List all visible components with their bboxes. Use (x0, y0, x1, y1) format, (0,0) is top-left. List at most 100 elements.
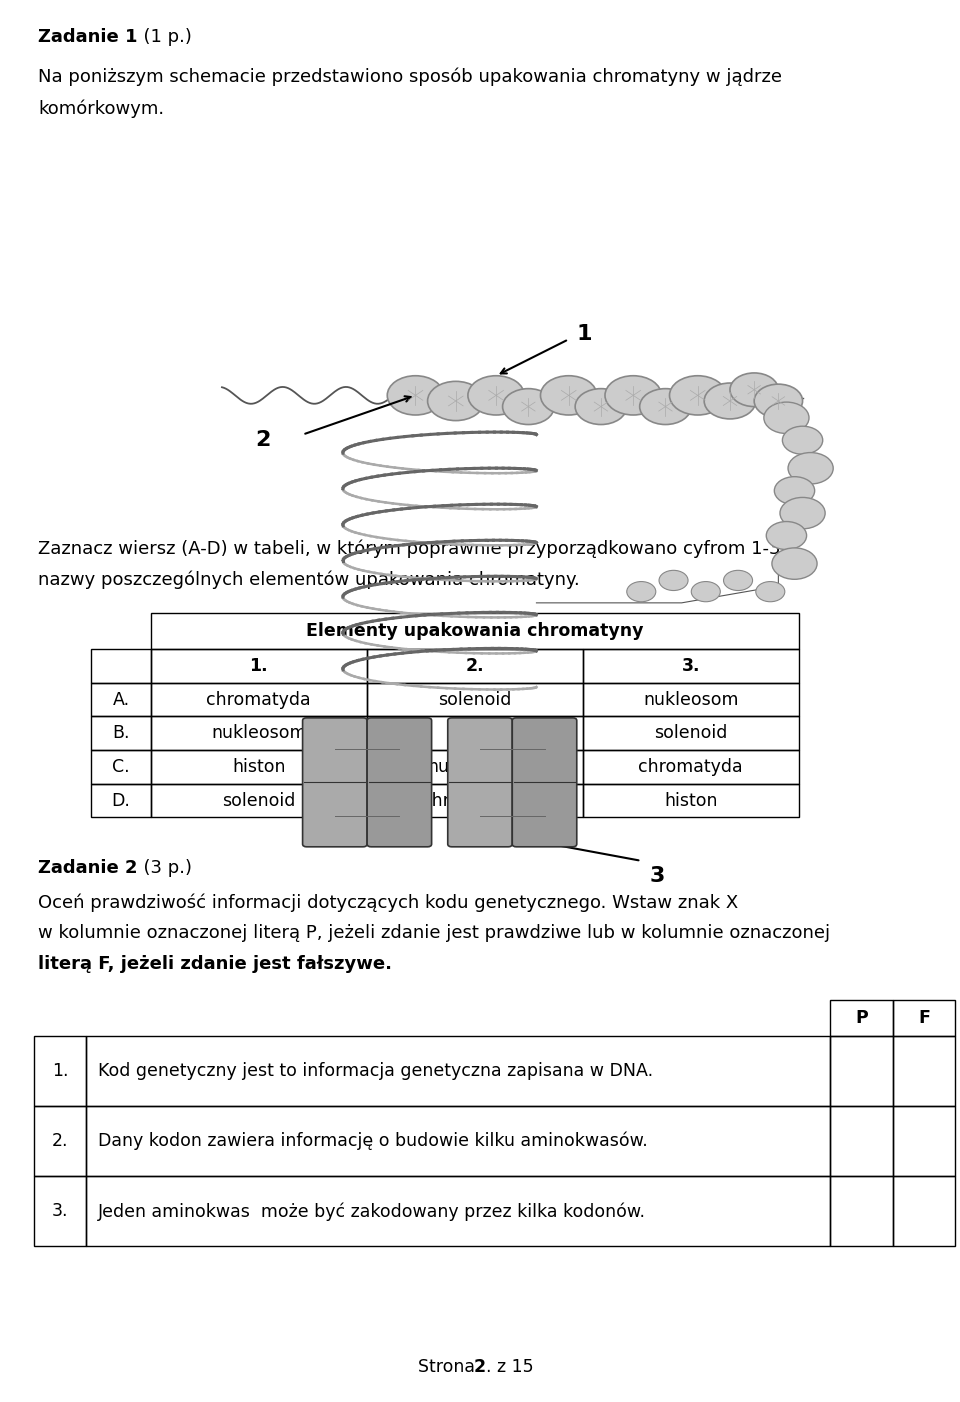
Text: literą F, jeżeli zdanie jest fałszywe.: literą F, jeżeli zdanie jest fałszywe. (38, 955, 393, 973)
Bar (583, 649, 799, 683)
Text: F: F (918, 1009, 930, 1026)
FancyBboxPatch shape (367, 718, 432, 847)
Circle shape (730, 373, 779, 407)
Text: 2.: 2. (52, 1133, 68, 1150)
Text: 1: 1 (577, 324, 592, 343)
Text: chromatyda: chromatyda (638, 758, 743, 775)
Circle shape (503, 388, 554, 425)
Bar (91, 784, 151, 817)
Bar (830, 1036, 893, 1106)
Text: w kolumnie oznaczonej literą P, jeżeli zdanie jest prawdziwe lub w kolumnie ozna: w kolumnie oznaczonej literą P, jeżeli z… (38, 924, 830, 942)
Circle shape (788, 453, 833, 484)
Circle shape (691, 582, 720, 601)
Text: nukleosom: nukleosom (427, 758, 522, 775)
Text: Strona: Strona (418, 1359, 480, 1375)
Bar (151, 716, 367, 750)
Text: . (3 p.): . (3 p.) (132, 859, 192, 878)
Circle shape (724, 571, 753, 590)
Bar (151, 613, 799, 649)
Text: . (1 p.): . (1 p.) (132, 28, 192, 46)
Text: chromatyda: chromatyda (206, 691, 311, 708)
Text: nazwy poszczególnych elementów upakowania chromatyny.: nazwy poszczególnych elementów upakowani… (38, 571, 580, 589)
Text: Jeden aminokwas  może być zakodowany przez kilka kodonów.: Jeden aminokwas może być zakodowany prze… (98, 1202, 646, 1221)
Bar (34, 1036, 86, 1106)
Text: solenoid: solenoid (654, 725, 728, 742)
Bar (893, 1176, 955, 1246)
Circle shape (780, 498, 826, 529)
Circle shape (772, 548, 817, 579)
Bar (830, 1106, 893, 1176)
Text: Zaznacz wiersz (A-D) w tabeli, w którym poprawnie przyporządkowano cyfrom 1-3: Zaznacz wiersz (A-D) w tabeli, w którym … (38, 540, 780, 558)
Circle shape (669, 376, 726, 415)
Bar (583, 784, 799, 817)
Bar (151, 784, 367, 817)
Bar (91, 649, 151, 683)
Bar (830, 1000, 893, 1036)
Circle shape (775, 477, 815, 505)
Circle shape (756, 582, 785, 601)
Circle shape (575, 388, 627, 425)
Bar (367, 649, 583, 683)
Text: P: P (855, 1009, 868, 1026)
Circle shape (705, 383, 756, 419)
Text: solenoid: solenoid (222, 792, 296, 809)
Text: Oceń prawdziwość informacji dotyczących kodu genetycznego. Wstaw znak X: Oceń prawdziwość informacji dotyczących … (38, 893, 738, 911)
Text: A.: A. (112, 691, 130, 708)
Bar (151, 750, 367, 784)
Bar (91, 683, 151, 716)
Text: 2: 2 (474, 1359, 486, 1375)
Circle shape (639, 388, 691, 425)
Bar (367, 716, 583, 750)
Text: 2.: 2. (466, 658, 484, 674)
Bar (151, 649, 367, 683)
Bar (893, 1000, 955, 1036)
Bar (86, 1176, 830, 1246)
Text: 3.: 3. (682, 658, 700, 674)
Bar (367, 784, 583, 817)
FancyBboxPatch shape (513, 718, 577, 847)
Bar (583, 750, 799, 784)
Text: 1.: 1. (52, 1063, 68, 1080)
Bar (830, 1176, 893, 1246)
Text: solenoid: solenoid (438, 691, 512, 708)
Text: Zadanie 1: Zadanie 1 (38, 28, 138, 46)
Bar (34, 1176, 86, 1246)
Text: komórkowym.: komórkowym. (38, 100, 164, 118)
Text: C.: C. (112, 758, 130, 775)
Circle shape (468, 376, 524, 415)
Text: Na poniższym schemacie przedstawiono sposób upakowania chromatyny w jądrze: Na poniższym schemacie przedstawiono spo… (38, 67, 782, 86)
Bar (151, 683, 367, 716)
Circle shape (755, 384, 803, 418)
Bar (367, 683, 583, 716)
Bar (86, 1106, 830, 1176)
Text: histon: histon (448, 725, 501, 742)
Text: histon: histon (232, 758, 285, 775)
Circle shape (766, 522, 806, 550)
Text: 3: 3 (649, 866, 664, 886)
Circle shape (627, 582, 656, 601)
Text: 2: 2 (255, 430, 271, 450)
FancyBboxPatch shape (447, 718, 513, 847)
Bar (91, 750, 151, 784)
Circle shape (764, 402, 809, 433)
Bar (893, 1036, 955, 1106)
Bar (583, 716, 799, 750)
FancyBboxPatch shape (302, 718, 367, 847)
Text: D.: D. (111, 792, 131, 809)
Text: Dany kodon zawiera informację o budowie kilku aminokwasów.: Dany kodon zawiera informację o budowie … (98, 1131, 648, 1151)
Text: 3.: 3. (52, 1203, 68, 1220)
Text: B.: B. (112, 725, 130, 742)
Bar (86, 1036, 830, 1106)
Bar (367, 750, 583, 784)
Circle shape (387, 376, 444, 415)
Circle shape (605, 376, 661, 415)
Bar (91, 716, 151, 750)
Text: Elementy upakowania chromatyny: Elementy upakowania chromatyny (306, 622, 643, 639)
Bar (893, 1106, 955, 1176)
Circle shape (540, 376, 597, 415)
Text: . z 15: . z 15 (486, 1359, 534, 1375)
Circle shape (782, 426, 823, 454)
Text: 1.: 1. (250, 658, 268, 674)
Bar (583, 683, 799, 716)
Bar (34, 1106, 86, 1176)
